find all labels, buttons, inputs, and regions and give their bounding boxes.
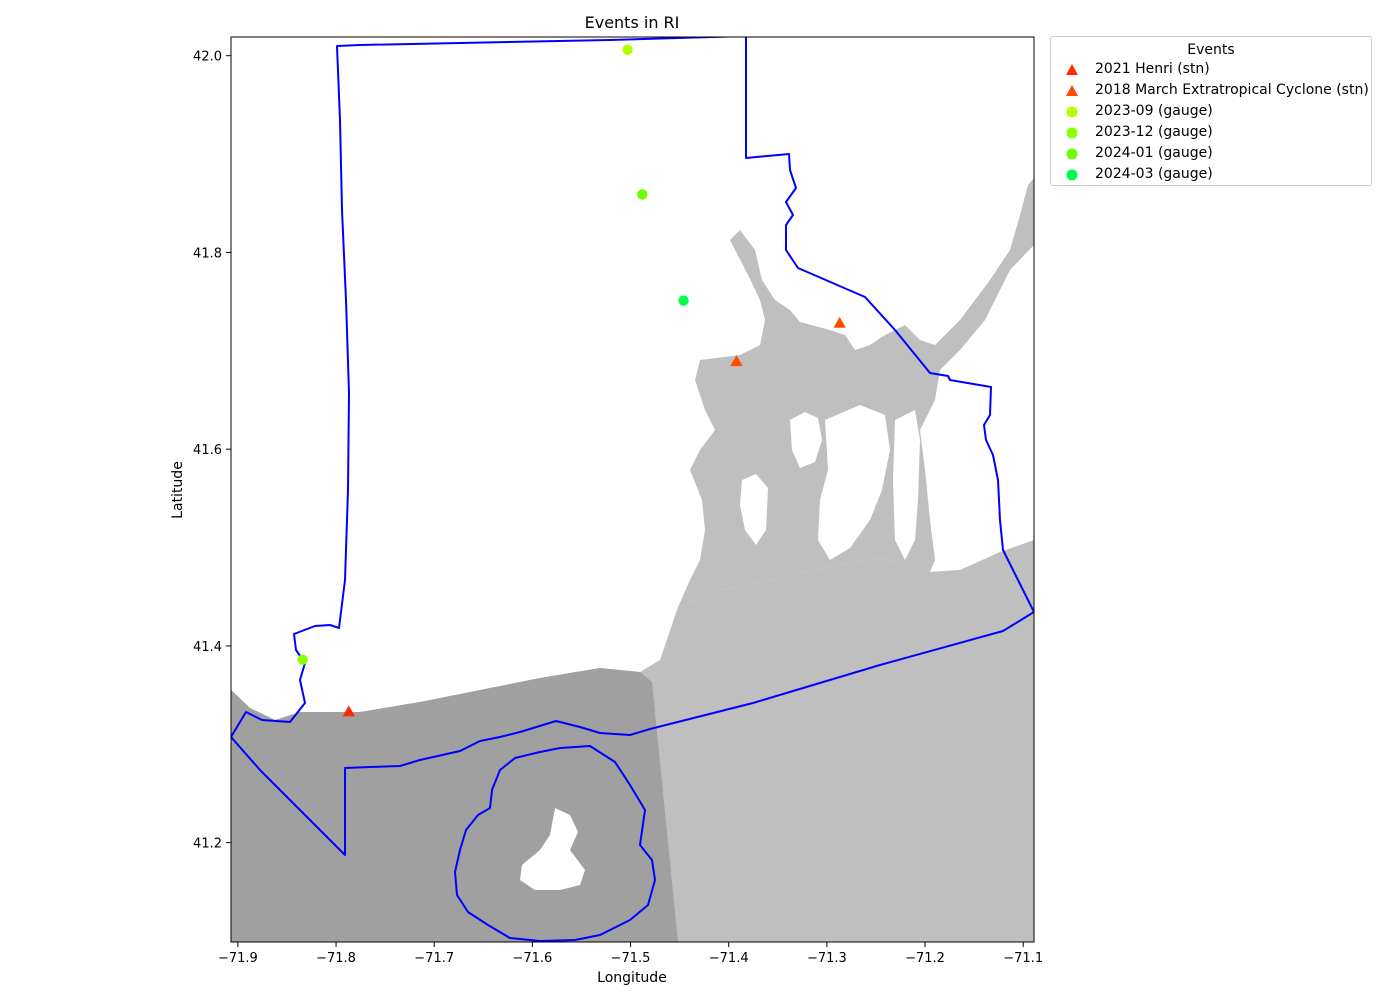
x-tick-label: −71.7	[414, 951, 454, 966]
x-tick-label: −71.5	[611, 951, 651, 966]
event-marker-stn	[730, 355, 743, 367]
y-axis: 41.2 41.4 41.6 41.8 42.0	[193, 50, 231, 852]
x-tick-label: −71.2	[905, 951, 945, 966]
legend-label: 2024-01 (gauge)	[1095, 145, 1213, 161]
aquidneck-island	[818, 405, 890, 560]
marker-layer	[297, 44, 846, 717]
x-tick-label: −71.8	[316, 951, 356, 966]
y-tick-label: 41.4	[193, 640, 222, 655]
block-island	[520, 808, 585, 890]
circle-marker-icon	[1066, 127, 1078, 139]
y-tick-label: 41.2	[193, 837, 222, 852]
event-marker-gauge	[637, 189, 648, 200]
x-tick-label: −71.6	[512, 951, 552, 966]
circle-marker-icon	[1066, 148, 1078, 160]
y-tick-label: 41.6	[193, 443, 222, 458]
legend: Events 2021 Henri (stn) 2018 March Extrat…	[1050, 36, 1372, 186]
x-tick-label: −71.4	[709, 951, 749, 966]
axes-frame	[230, 36, 1035, 943]
legend-label: 2023-09 (gauge)	[1095, 103, 1213, 119]
legend-label: 2023-12 (gauge)	[1095, 124, 1213, 140]
plot-area	[231, 37, 1034, 942]
y-axis-label: Latitude	[170, 461, 186, 519]
block-island-boundary	[454, 745, 656, 942]
event-marker-stn	[833, 316, 846, 328]
legend-title: Events	[1187, 42, 1235, 58]
y-tick-label: 41.8	[193, 246, 222, 261]
circle-marker-icon	[1066, 106, 1078, 118]
legend-label: 2024-03 (gauge)	[1095, 166, 1213, 182]
sakonnet-land	[893, 410, 920, 560]
event-marker-gauge	[622, 44, 633, 55]
x-axis: −71.9 −71.8 −71.7 −71.6 −71.5 −71.4 −71.3 −71.2…	[218, 942, 1043, 966]
event-marker-gauge	[297, 654, 308, 665]
circle-marker-icon	[1066, 169, 1078, 181]
chart-title: Events in RI	[585, 13, 680, 32]
event-marker-stn	[342, 705, 355, 717]
event-marker-gauge	[678, 295, 689, 306]
prudence-island	[790, 412, 822, 468]
triangle-marker-icon	[1066, 64, 1078, 75]
y-tick-label: 42.0	[193, 50, 222, 65]
x-tick-label: −71.1	[1003, 951, 1043, 966]
x-axis-label: Longitude	[597, 970, 667, 986]
state-boundary	[231, 37, 1034, 856]
conanicut-island	[740, 474, 768, 545]
x-tick-label: −71.9	[218, 951, 258, 966]
legend-label: 2021 Henri (stn)	[1095, 61, 1210, 77]
legend-label: 2018 March Extratropical Cyclone (stn)	[1095, 82, 1369, 98]
x-tick-label: −71.3	[807, 951, 847, 966]
triangle-marker-icon	[1066, 85, 1078, 96]
